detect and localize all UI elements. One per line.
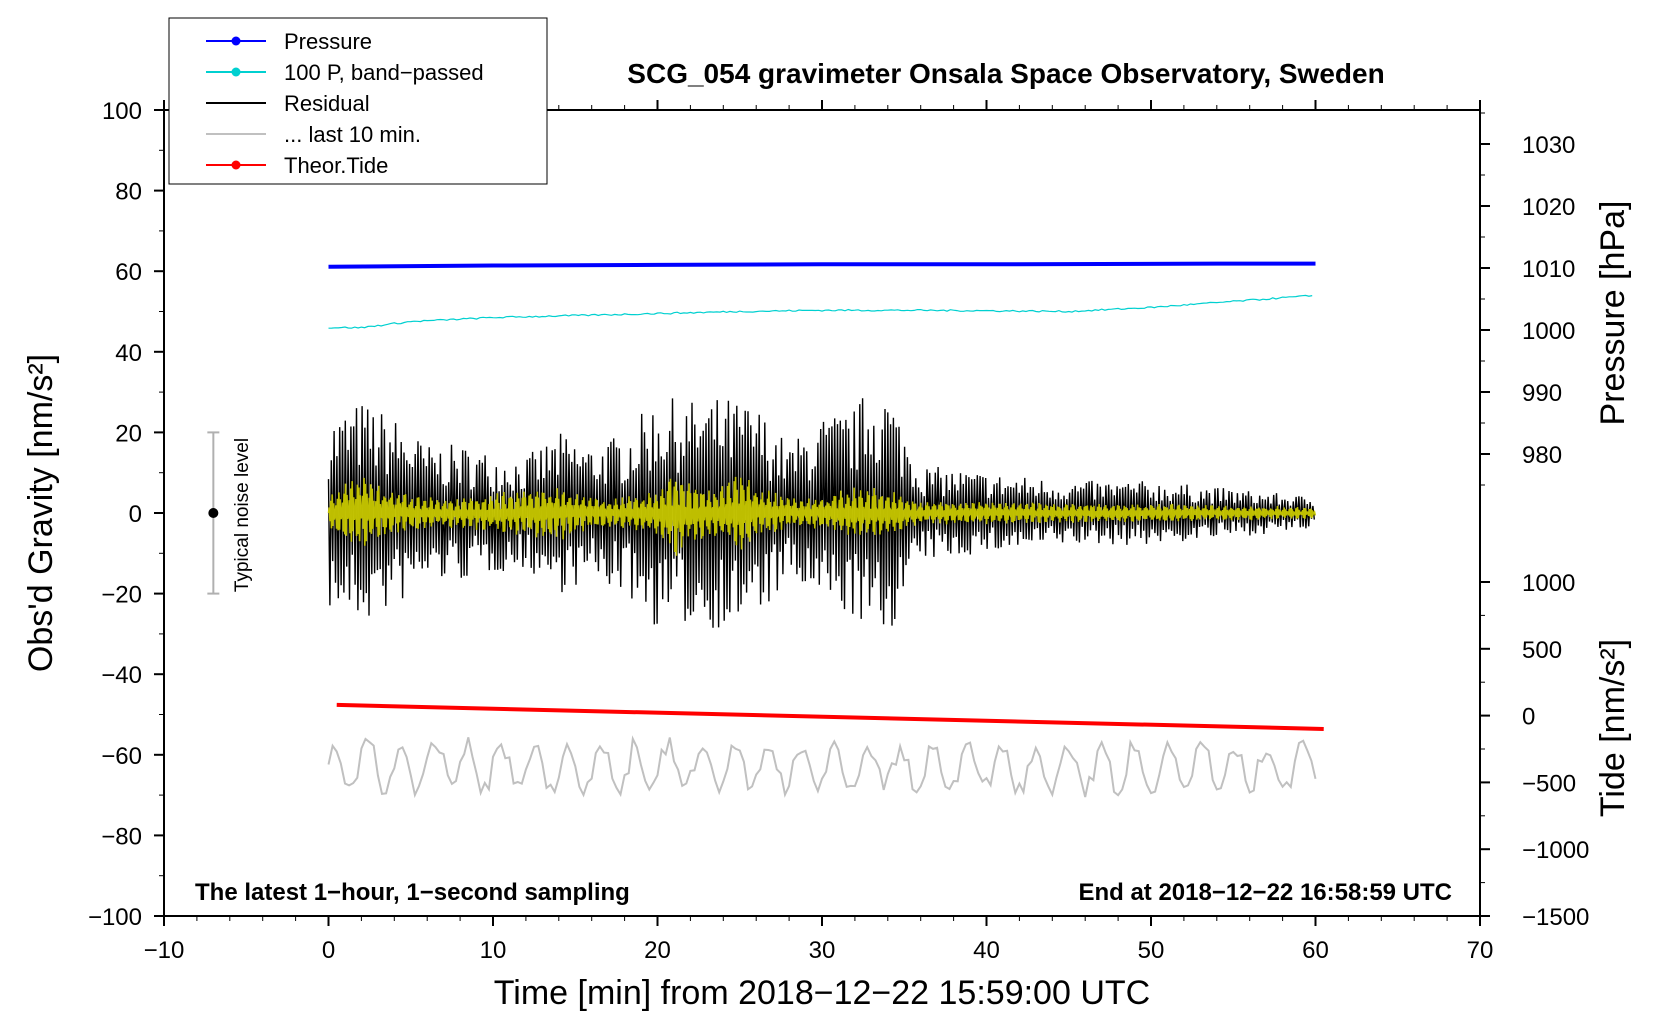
x-tick-label: 30	[809, 937, 836, 964]
series-band-passed-residual	[327, 476, 1317, 556]
x-tick-label: 50	[1138, 937, 1165, 964]
tide-tick-label: 500	[1522, 637, 1562, 664]
noise-bar-center	[208, 508, 219, 518]
y-tick-label: 60	[115, 259, 142, 286]
x-tick-label: 10	[480, 937, 507, 964]
x-tick-label: 20	[644, 937, 671, 964]
chart-title: SCG_054 gravimeter Onsala Space Observat…	[627, 58, 1384, 89]
tide-tick-label: 0	[1522, 704, 1535, 731]
pressure-tick-label: 1030	[1522, 132, 1575, 159]
y-tick-label: 0	[129, 501, 142, 528]
pressure-tick-label: 1010	[1522, 256, 1575, 283]
noise-level-label: Typical noise level	[232, 438, 253, 592]
x-tick-label: 40	[973, 937, 1000, 964]
legend-marker	[231, 67, 241, 77]
pressure-tick-label: 990	[1522, 380, 1562, 407]
series-pressure-band-passed	[328, 294, 1313, 329]
y-tick-label: 80	[115, 179, 142, 206]
noise-level-indicator	[207, 431, 220, 595]
tide-tick-label: −500	[1522, 770, 1576, 797]
series-pressure	[328, 261, 1316, 269]
y-tick-label: −60	[101, 743, 142, 770]
series-theor-tide	[336, 702, 1324, 731]
legend-marker	[231, 36, 241, 46]
y-axis-ticks: 100 80 60 40 20 0 −20 −40 −60 −80 −100	[88, 98, 164, 931]
pressure-tick-label: 980	[1522, 442, 1562, 469]
pressure-axis-ticks: 1030 1020 1010 1000 990 980	[1480, 112, 1575, 486]
series-group	[327, 261, 1324, 799]
legend-label: Residual	[284, 91, 370, 116]
y-tick-label: 20	[115, 420, 142, 447]
x-tick-label: 0	[322, 937, 335, 964]
y-tick-label: −20	[101, 582, 142, 609]
legend-label: Pressure	[284, 29, 372, 54]
tide-tick-label: 1000	[1522, 570, 1575, 597]
legend-label: 100 P, band−passed	[284, 60, 484, 85]
legend-box	[168, 17, 548, 185]
pressure-tick-label: 1020	[1522, 194, 1575, 221]
y-tick-label: 100	[102, 98, 142, 125]
legend-label: ... last 10 min.	[284, 122, 421, 147]
note-left: The latest 1−hour, 1−second sampling	[195, 879, 630, 906]
series-last-10-min	[327, 735, 1317, 799]
pressure-axis-title: Pressure [hPa]	[1594, 201, 1632, 426]
tide-axis-ticks: 1000 500 0 −500 −1000 −1500	[1480, 570, 1589, 931]
y-tick-label: −100	[88, 904, 142, 931]
note-right: End at 2018−12−22 16:58:59 UTC	[1078, 879, 1452, 906]
x-tick-label: 70	[1467, 937, 1494, 964]
pressure-tick-label: 1000	[1522, 318, 1575, 345]
x-axis-ticks: −10 0 10 20 30 40 50 60 70	[144, 100, 1494, 964]
tide-axis-title: Tide [nm/s²]	[1594, 639, 1632, 817]
tide-tick-label: −1500	[1522, 904, 1589, 931]
y-axis-title: Obs'd Gravity [nm/s²]	[22, 354, 60, 672]
x-axis-title: Time [min] from 2018−12−22 15:59:00 UTC	[494, 974, 1150, 1012]
x-tick-label: −10	[144, 937, 185, 964]
x-tick-label: 60	[1302, 937, 1329, 964]
y-tick-label: −40	[101, 662, 142, 689]
tide-tick-label: −1000	[1522, 837, 1589, 864]
legend: Pressure 100 P, band−passed Residual ... la…	[168, 17, 548, 185]
legend-marker	[231, 160, 241, 170]
y-tick-label: 40	[115, 340, 142, 367]
y-tick-label: −80	[101, 823, 142, 850]
legend-label: Theor.Tide	[284, 153, 388, 178]
